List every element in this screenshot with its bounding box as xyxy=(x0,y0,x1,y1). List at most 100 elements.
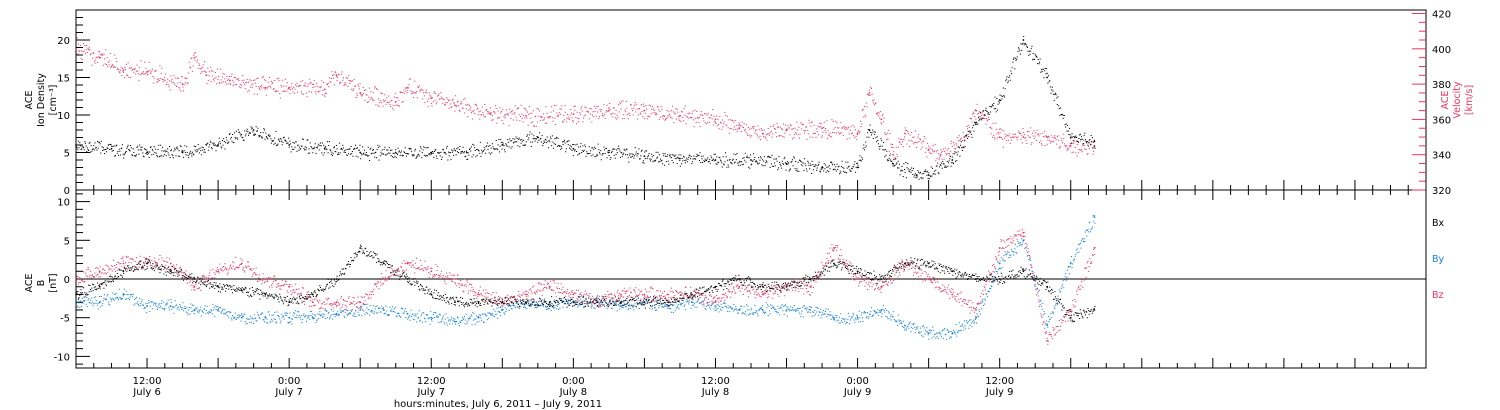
by-series-point xyxy=(240,316,243,319)
bz-series-point xyxy=(856,278,859,280)
top-right-ylabel: ACE Velocity [km/s] xyxy=(1440,81,1475,119)
by-series-point xyxy=(998,262,1001,265)
bz-series-point xyxy=(951,293,954,296)
bx-series-point xyxy=(169,270,172,273)
bz-series-point xyxy=(335,301,338,304)
bz-series-point xyxy=(193,285,196,288)
by-series-trace xyxy=(76,215,1096,341)
axes: 0 5 10 15 20 320 340 360 380 400 420 -10 -5 0 5 10 12:00… xyxy=(54,10,1451,398)
velocity-series-point xyxy=(181,83,184,85)
bz-series-trace xyxy=(76,229,1096,345)
bottom-tick-label: 5 xyxy=(64,236,70,247)
velocity-series-point xyxy=(880,118,883,121)
velocity-series-point xyxy=(904,132,906,135)
bx-series-point xyxy=(833,262,835,265)
legend-bx: Bx xyxy=(1432,218,1445,229)
bottom-tick-label: 10 xyxy=(57,198,70,209)
velocity-series-point xyxy=(1069,145,1072,147)
by-series-point xyxy=(880,309,883,311)
velocity-series-trace xyxy=(76,37,1096,162)
by-series-point xyxy=(311,316,314,319)
top-left-tick-label: 20 xyxy=(57,36,70,47)
bz-series-point xyxy=(311,301,314,304)
density-series-point xyxy=(998,99,1001,101)
by-series-point xyxy=(122,293,125,296)
bz-series-point xyxy=(1046,340,1048,342)
by-series-point xyxy=(809,309,812,311)
bottom-ylabel: ACE B [nT] xyxy=(24,273,59,292)
bx-series xyxy=(75,244,1096,323)
velocity-series-point xyxy=(998,136,1001,139)
density-series-point xyxy=(1046,76,1048,79)
legend-by: By xyxy=(1432,254,1445,265)
bz-series-point xyxy=(714,301,717,304)
bz-series-point xyxy=(643,293,646,296)
density-series-point xyxy=(608,151,610,154)
bz-series-point xyxy=(454,278,456,280)
density-series-point xyxy=(927,174,930,176)
bx-series-trace xyxy=(76,244,1096,323)
density-series-point xyxy=(110,147,113,150)
bx-series-point xyxy=(146,262,149,265)
by-series-point xyxy=(383,309,385,311)
bx-series-point xyxy=(406,278,409,280)
top-left-ylabel-line3: [cm⁻³] xyxy=(48,85,59,116)
top-right-tick-label: 360 xyxy=(1432,115,1451,126)
bx-series-point xyxy=(454,301,456,304)
bz-series-point xyxy=(98,270,101,273)
by-series-point xyxy=(359,309,362,311)
bz-series-point xyxy=(975,309,977,311)
velocity-series-point xyxy=(525,115,527,117)
bz-series-point xyxy=(738,285,741,288)
velocity-series-point xyxy=(229,79,231,82)
bz-series-point xyxy=(525,293,527,296)
legend-bz: Bz xyxy=(1432,290,1444,301)
velocity-series-point xyxy=(927,148,930,151)
by-series-point xyxy=(1069,262,1072,265)
velocity-series-point xyxy=(643,109,646,112)
bx-series-point xyxy=(359,247,362,249)
top-left-tick-label: 15 xyxy=(57,74,70,85)
top-right-tick-label: 400 xyxy=(1432,45,1451,56)
by-series-point xyxy=(714,305,717,307)
x-tick-time: 12:00 xyxy=(985,376,1014,387)
top-panel-data xyxy=(75,36,1096,180)
bz-series-point xyxy=(430,270,433,273)
by-series-point xyxy=(927,332,930,335)
x-tick-time: 12:00 xyxy=(133,376,162,387)
x-tick-time: 0:00 xyxy=(846,376,868,387)
bx-series-point xyxy=(335,278,338,280)
x-tick-time: 12:00 xyxy=(417,376,446,387)
by-series-point xyxy=(430,316,433,319)
bx-series-point xyxy=(1022,270,1025,273)
density-series-trace xyxy=(76,36,1096,180)
top-right-tick-label: 420 xyxy=(1432,10,1451,21)
top-left-tick-label: 10 xyxy=(57,111,70,122)
by-series-point xyxy=(856,316,859,319)
top-right-tick-label: 340 xyxy=(1432,151,1451,162)
by-series-point xyxy=(1046,324,1048,327)
velocity-series-point xyxy=(394,100,397,103)
density-series-point xyxy=(394,151,397,154)
top-left-ylabel: ACE Ion Density [cm⁻³] xyxy=(24,73,59,127)
velocity-series-point xyxy=(714,118,717,121)
by-series-point xyxy=(1093,216,1096,219)
top-right-ylabel-line3: [km/s] xyxy=(1464,85,1475,115)
bottom-ylabel-line2: B xyxy=(36,280,47,287)
density-series-point xyxy=(643,155,646,158)
velocity-series-point xyxy=(608,109,610,112)
x-tick-time: 0:00 xyxy=(278,376,300,387)
velocity-series xyxy=(75,37,1096,162)
x-tick-date: July 8 xyxy=(701,387,730,398)
density-series-point xyxy=(252,129,255,131)
top-right-tick-label: 380 xyxy=(1432,80,1451,91)
velocity-series-point xyxy=(75,47,77,50)
density-series-point xyxy=(951,159,954,161)
top-right-ylabel-line2: Velocity xyxy=(1452,81,1463,119)
bz-series-point xyxy=(122,262,125,265)
x-tick-time: 12:00 xyxy=(701,376,730,387)
top-right-tick-label: 320 xyxy=(1432,186,1451,197)
top-left-tick-label: 5 xyxy=(64,149,70,160)
bx-series-point xyxy=(1046,285,1048,288)
